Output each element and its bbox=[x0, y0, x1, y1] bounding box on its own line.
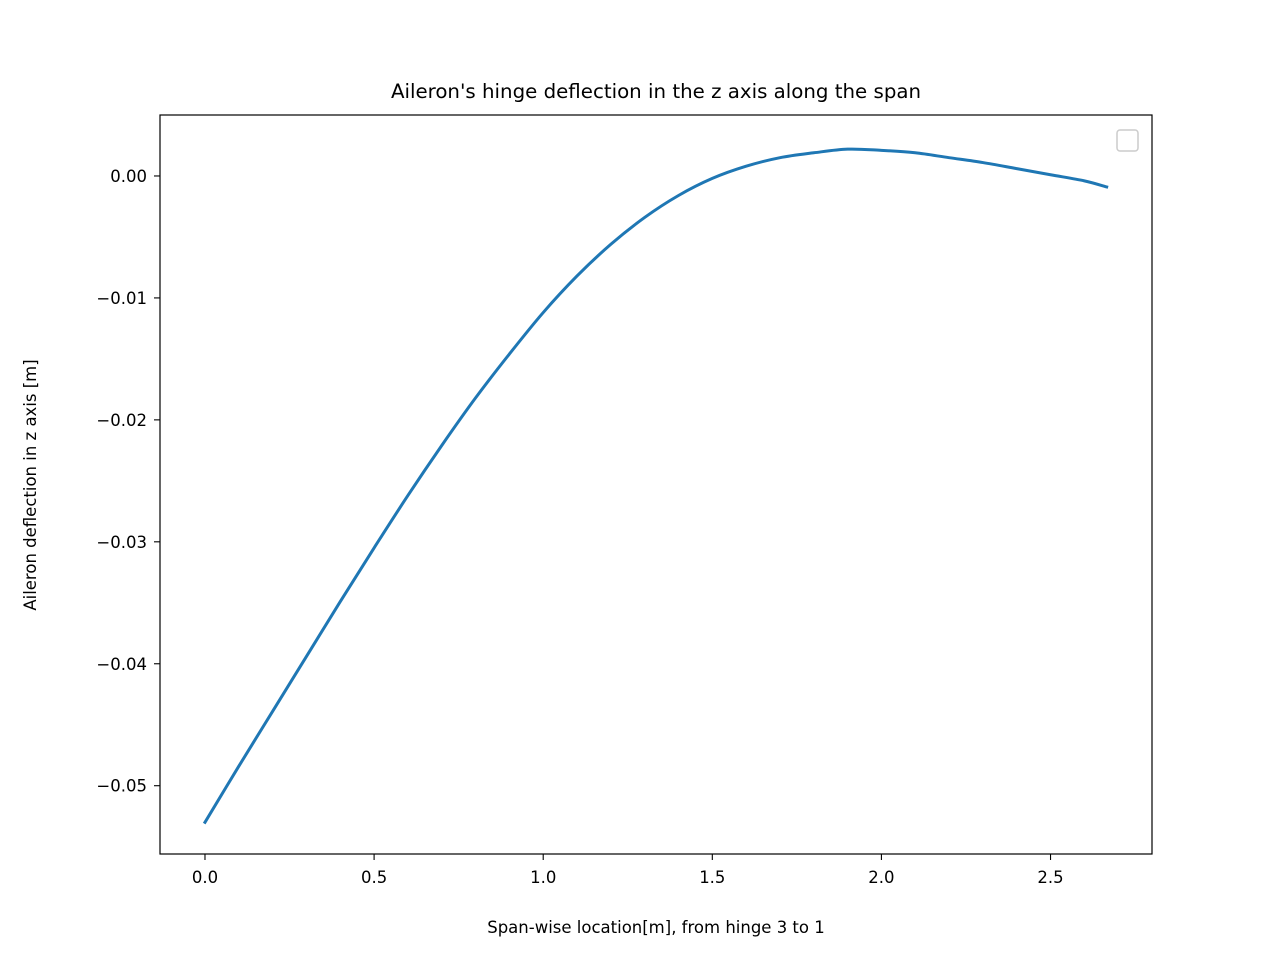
y-tick-label: −0.03 bbox=[96, 533, 147, 552]
x-tick-label: 2.5 bbox=[1037, 868, 1063, 887]
chart-title: Aileron's hinge deflection in the z axis… bbox=[391, 80, 921, 103]
y-axis-ticks: 0.00 −0.01 −0.02 −0.03 −0.04 −0.05 bbox=[96, 167, 160, 796]
y-axis-title: Aileron deflection in z axis [m] bbox=[21, 359, 40, 610]
x-axis-title: Span-wise location[m], from hinge 3 to 1 bbox=[487, 918, 825, 937]
x-tick-label: 1.5 bbox=[699, 868, 725, 887]
y-tick-label: −0.02 bbox=[96, 411, 147, 430]
x-tick-label: 0.0 bbox=[192, 868, 218, 887]
x-tick-label: 1.0 bbox=[530, 868, 556, 887]
y-tick-label: −0.01 bbox=[96, 289, 147, 308]
y-tick-label: −0.04 bbox=[96, 655, 147, 674]
x-tick-label: 0.5 bbox=[361, 868, 387, 887]
plot-area bbox=[160, 115, 1152, 854]
x-axis-ticks: 0.0 0.5 1.0 1.5 2.0 2.5 bbox=[192, 854, 1064, 887]
y-tick-label: 0.00 bbox=[110, 167, 147, 186]
series-line bbox=[202, 147, 1109, 825]
legend-box bbox=[1116, 129, 1139, 152]
y-tick-label: −0.05 bbox=[96, 777, 147, 796]
axes-frame bbox=[159, 114, 1153, 855]
x-tick-label: 2.0 bbox=[868, 868, 894, 887]
series-layer bbox=[202, 147, 1109, 825]
